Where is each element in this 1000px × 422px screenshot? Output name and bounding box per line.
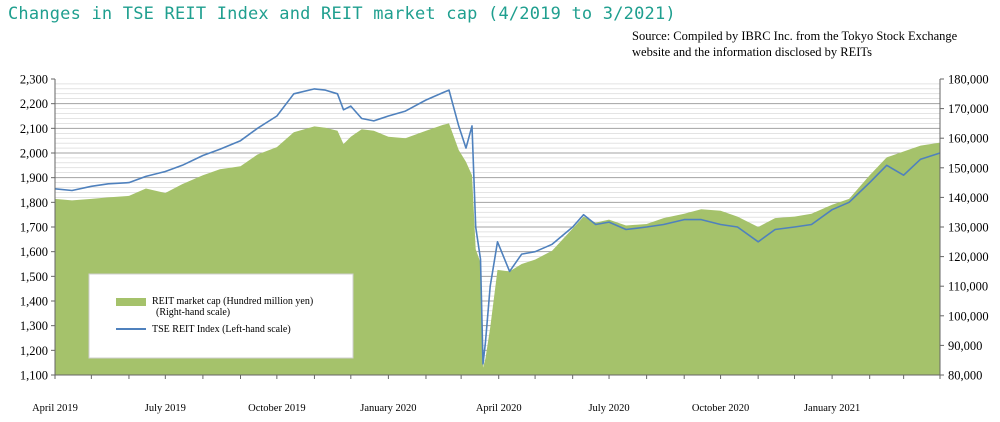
left-tick-label: 1,800 <box>20 196 48 210</box>
right-tick-label: 170,000 <box>948 102 989 116</box>
legend: REIT market cap (Hundred million yen) (R… <box>88 273 354 359</box>
x-tick-label: April 2020 <box>476 403 522 414</box>
x-tick-label: July 2020 <box>588 403 629 414</box>
left-tick-label: 1,500 <box>20 270 48 284</box>
left-tick-label: 2,300 <box>20 73 48 87</box>
left-tick-label: 1,100 <box>20 369 48 383</box>
x-tick-label: January 2021 <box>804 403 860 414</box>
axes: 1,100 1,200 1,300 1,400 1,500 1,600 1,700 1,800… <box>20 73 989 415</box>
chart-title: Changes in TSE REIT Index and REIT marke… <box>8 4 676 24</box>
legend-label-market-cap-line1: REIT market cap (Hundred million yen) <box>152 296 313 307</box>
reit-index-series <box>54 88 941 365</box>
left-tick-label: 2,000 <box>20 147 48 161</box>
legend-box <box>88 273 354 359</box>
x-tick-label: January 2020 <box>360 403 416 414</box>
right-tick-label: 160,000 <box>948 132 989 146</box>
legend-label-market-cap: REIT market cap (Hundred million yen) (R… <box>152 296 316 318</box>
left-tick-label: 1,700 <box>20 221 48 235</box>
right-tick-label: 110,000 <box>948 280 988 294</box>
right-tick-label: 150,000 <box>948 161 989 175</box>
legend-swatch-market-cap <box>116 298 146 306</box>
x-tick-label: July 2019 <box>145 403 186 414</box>
right-tick-label: 140,000 <box>948 191 989 205</box>
right-tick-label: 180,000 <box>948 73 989 87</box>
legend-label-reit-index: TSE REIT Index (Left-hand scale) <box>152 324 291 335</box>
reit-index-line <box>54 88 941 365</box>
x-tick-label: April 2019 <box>32 403 78 414</box>
right-tick-label: 100,000 <box>948 309 989 323</box>
right-tick-label: 90,000 <box>948 339 982 353</box>
right-tick-label: 120,000 <box>948 250 989 264</box>
left-tick-label: 1,200 <box>20 344 48 358</box>
left-tick-label: 1,300 <box>20 319 48 333</box>
x-tick-label: October 2019 <box>248 403 305 414</box>
right-tick-label: 80,000 <box>948 369 982 383</box>
left-tick-label: 2,200 <box>20 97 48 111</box>
left-tick-label: 1,900 <box>20 171 48 185</box>
source-note: Source: Compiled by IBRC Inc. from the T… <box>632 29 958 59</box>
left-tick-label: 1,400 <box>20 295 48 309</box>
right-tick-label: 130,000 <box>948 221 989 235</box>
x-tick-label: October 2020 <box>692 403 749 414</box>
left-tick-label: 2,100 <box>20 122 48 136</box>
left-tick-label: 1,600 <box>20 245 48 259</box>
legend-label-market-cap-line2: (Right-hand scale) <box>156 307 230 318</box>
